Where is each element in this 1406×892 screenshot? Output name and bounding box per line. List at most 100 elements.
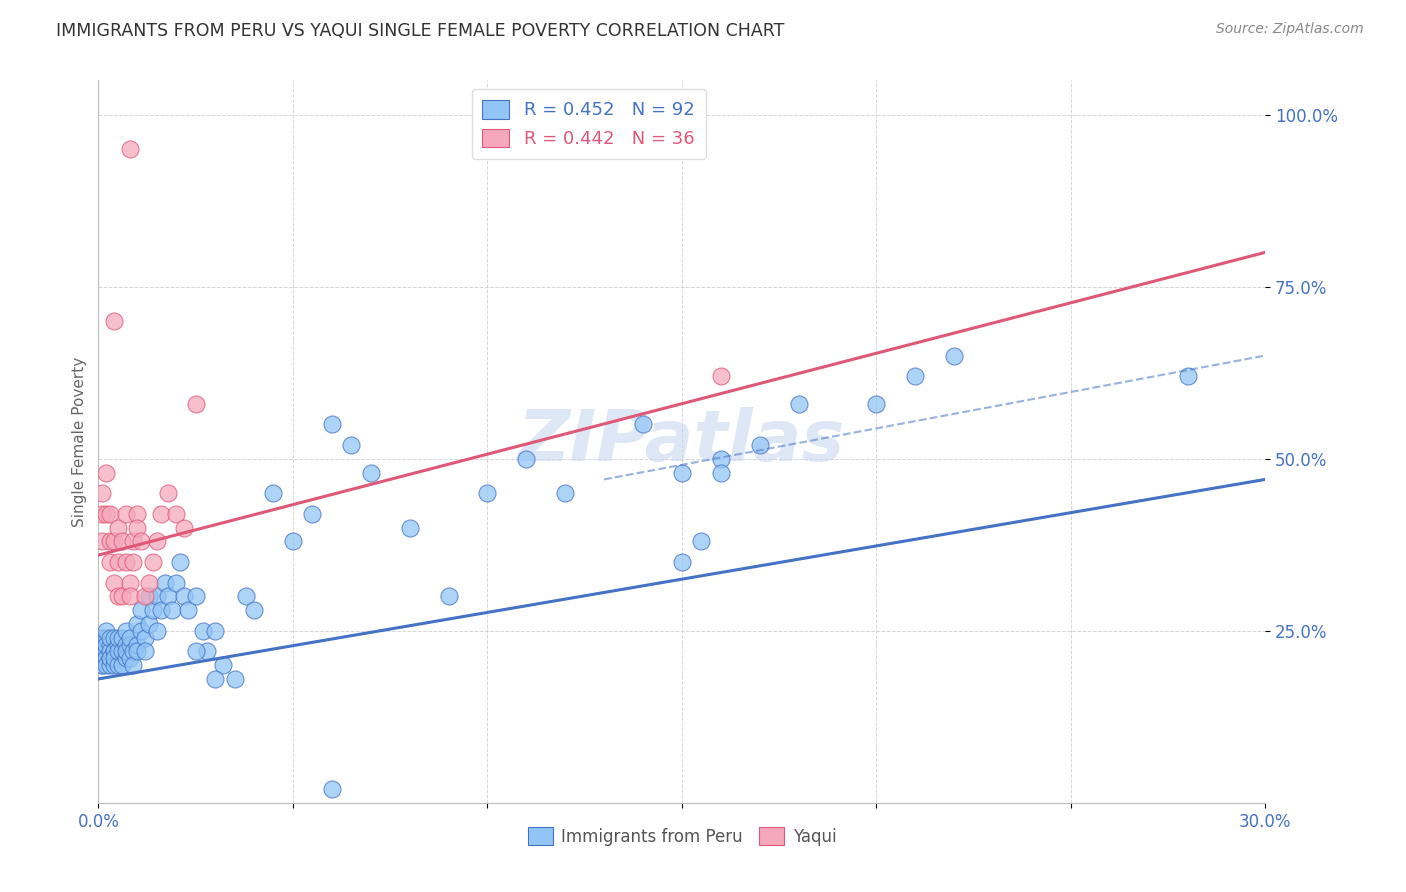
Point xyxy=(134,590,156,604)
Point xyxy=(671,555,693,569)
Point xyxy=(91,486,114,500)
Point xyxy=(122,644,145,658)
Point xyxy=(98,534,121,549)
Point xyxy=(631,417,654,432)
Point xyxy=(103,644,125,658)
Point xyxy=(103,651,125,665)
Point xyxy=(96,651,118,665)
Point xyxy=(515,451,537,466)
Y-axis label: Single Female Poverty: Single Female Poverty xyxy=(72,357,87,526)
Point xyxy=(157,590,180,604)
Point xyxy=(91,507,114,521)
Point xyxy=(157,486,180,500)
Point xyxy=(91,658,114,673)
Point xyxy=(118,590,141,604)
Point xyxy=(138,575,160,590)
Point xyxy=(98,651,121,665)
Point xyxy=(360,466,382,480)
Point xyxy=(184,590,207,604)
Point xyxy=(321,417,343,432)
Point xyxy=(122,658,145,673)
Point xyxy=(173,590,195,604)
Point xyxy=(149,507,172,521)
Point xyxy=(111,590,134,604)
Point xyxy=(138,616,160,631)
Point xyxy=(437,590,460,604)
Point xyxy=(554,486,576,500)
Point xyxy=(748,438,770,452)
Point xyxy=(91,638,114,652)
Point xyxy=(118,638,141,652)
Point xyxy=(262,486,284,500)
Point xyxy=(138,590,160,604)
Text: Source: ZipAtlas.com: Source: ZipAtlas.com xyxy=(1216,22,1364,37)
Point xyxy=(134,644,156,658)
Point xyxy=(96,644,118,658)
Point xyxy=(103,314,125,328)
Point xyxy=(98,651,121,665)
Point xyxy=(162,603,184,617)
Point xyxy=(96,631,118,645)
Point xyxy=(96,638,118,652)
Point xyxy=(149,603,172,617)
Point xyxy=(91,658,114,673)
Point xyxy=(98,555,121,569)
Point xyxy=(111,631,134,645)
Point xyxy=(129,603,152,617)
Point xyxy=(114,638,136,652)
Point xyxy=(184,644,207,658)
Point xyxy=(118,142,141,156)
Point xyxy=(107,520,129,534)
Point xyxy=(98,658,121,673)
Point xyxy=(195,644,218,658)
Point xyxy=(96,624,118,638)
Point xyxy=(96,466,118,480)
Point xyxy=(118,651,141,665)
Point xyxy=(710,466,733,480)
Point xyxy=(107,644,129,658)
Point xyxy=(127,616,149,631)
Point xyxy=(107,658,129,673)
Legend: Immigrants from Peru, Yaqui: Immigrants from Peru, Yaqui xyxy=(522,821,842,852)
Point xyxy=(91,644,114,658)
Point xyxy=(107,631,129,645)
Text: IMMIGRANTS FROM PERU VS YAQUI SINGLE FEMALE POVERTY CORRELATION CHART: IMMIGRANTS FROM PERU VS YAQUI SINGLE FEM… xyxy=(56,22,785,40)
Point xyxy=(690,534,713,549)
Point xyxy=(173,520,195,534)
Point xyxy=(103,631,125,645)
Point xyxy=(127,520,149,534)
Point xyxy=(281,534,304,549)
Point xyxy=(114,624,136,638)
Point xyxy=(107,638,129,652)
Point xyxy=(142,603,165,617)
Point xyxy=(212,658,235,673)
Point xyxy=(91,631,114,645)
Point xyxy=(114,507,136,521)
Point xyxy=(301,507,323,521)
Point xyxy=(127,507,149,521)
Point xyxy=(1177,369,1199,384)
Point xyxy=(96,658,118,673)
Point xyxy=(129,624,152,638)
Point xyxy=(865,397,887,411)
Point xyxy=(129,534,152,549)
Point xyxy=(477,486,499,500)
Point xyxy=(103,658,125,673)
Point xyxy=(710,369,733,384)
Point xyxy=(204,624,226,638)
Point xyxy=(103,644,125,658)
Point xyxy=(111,658,134,673)
Point xyxy=(398,520,420,534)
Point xyxy=(193,624,215,638)
Point xyxy=(114,651,136,665)
Point xyxy=(146,624,169,638)
Point xyxy=(114,644,136,658)
Point xyxy=(98,507,121,521)
Point xyxy=(177,603,200,617)
Point xyxy=(224,672,246,686)
Point xyxy=(111,534,134,549)
Point xyxy=(111,644,134,658)
Point xyxy=(142,555,165,569)
Point xyxy=(710,451,733,466)
Point xyxy=(98,644,121,658)
